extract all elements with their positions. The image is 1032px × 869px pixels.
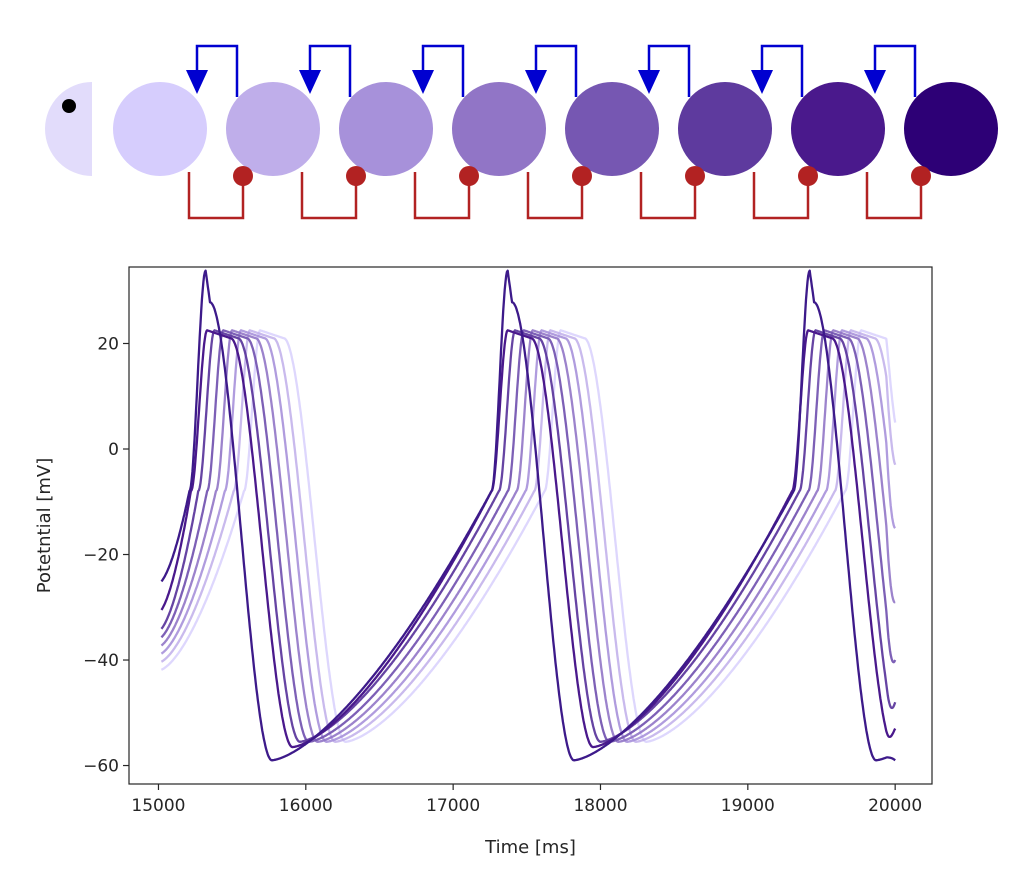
- y-tick-label: −20: [83, 546, 119, 566]
- membrane-potential-chart: 15000 16000 17000 18000 19000 20000 −60 −40 −20…: [34, 266, 933, 858]
- y-axis-ticks: −60 −40 −20 0 20: [83, 334, 129, 777]
- excitatory-link: [647, 44, 691, 97]
- arrowhead-icon: [864, 70, 886, 94]
- pacemaker-cell: [45, 82, 92, 176]
- cell-7: [791, 82, 885, 176]
- excitatory-link: [308, 44, 352, 97]
- connection-3: [412, 44, 479, 220]
- inhibitory-link: [752, 172, 810, 220]
- x-tick-label: 16000: [279, 796, 333, 816]
- trace-cell-7: [160, 329, 897, 749]
- synapse-dot-icon: [685, 166, 705, 186]
- synapse-dot-icon: [346, 166, 366, 186]
- trace-lines: [160, 269, 897, 762]
- connection-4: [525, 44, 592, 220]
- arrowhead-icon: [638, 70, 660, 94]
- connection-1: [186, 44, 253, 220]
- x-tick-label: 17000: [426, 796, 480, 816]
- arrowhead-icon: [186, 70, 208, 94]
- cell-chain-diagram: [45, 44, 998, 220]
- x-tick-label: 19000: [721, 796, 775, 816]
- inhibitory-link: [413, 172, 471, 220]
- synapse-dot-icon: [911, 166, 931, 186]
- inhibitory-link: [300, 172, 358, 220]
- inhibitory-link: [187, 172, 245, 220]
- arrowhead-icon: [751, 70, 773, 94]
- y-tick-label: −60: [83, 757, 119, 777]
- y-tick-label: 20: [97, 334, 119, 354]
- synapse-dot-icon: [233, 166, 253, 186]
- connection-6: [751, 44, 818, 220]
- arrowhead-icon: [525, 70, 547, 94]
- synapse-dot-icon: [798, 166, 818, 186]
- arrowhead-icon: [412, 70, 434, 94]
- pacemaker-marker: [62, 99, 76, 113]
- cell-1: [113, 82, 207, 176]
- excitatory-link: [421, 44, 465, 97]
- trace-cell-6: [160, 329, 897, 743]
- trace-cell-4: [160, 329, 896, 743]
- cell-3: [339, 82, 433, 176]
- x-tick-label: 18000: [573, 796, 627, 816]
- cell-8: [904, 82, 998, 176]
- x-axis-ticks: 15000 16000 17000 18000 19000 20000: [131, 784, 922, 816]
- trace-cell-2: [160, 329, 897, 743]
- excitatory-link: [873, 44, 917, 97]
- x-axis-label: Time [ms]: [484, 837, 576, 858]
- trace-cell-3: [160, 329, 897, 743]
- inhibitory-link: [639, 172, 697, 220]
- cell-6: [678, 82, 772, 176]
- cell-4: [452, 82, 546, 176]
- trace-cell-5: [160, 329, 897, 743]
- y-tick-label: 0: [108, 440, 119, 460]
- plot-frame: [128, 266, 933, 785]
- connection-5: [638, 44, 705, 220]
- cell-5: [565, 82, 659, 176]
- arrowhead-icon: [299, 70, 321, 94]
- synapse-dot-icon: [459, 166, 479, 186]
- connection-7: [864, 44, 931, 220]
- trace-cell-8: [160, 269, 896, 762]
- x-tick-label: 20000: [868, 796, 922, 816]
- excitatory-link: [195, 44, 239, 97]
- synapse-dot-icon: [572, 166, 592, 186]
- y-tick-label: −40: [83, 651, 119, 671]
- trace-cell-1: [160, 329, 897, 743]
- cell-2: [226, 82, 320, 176]
- x-tick-label: 15000: [131, 796, 185, 816]
- excitatory-link: [760, 44, 804, 97]
- connection-2: [299, 44, 366, 220]
- inhibitory-link: [526, 172, 584, 220]
- inhibitory-link: [865, 172, 923, 220]
- y-axis-label: Potetntial [mV]: [34, 458, 55, 594]
- excitatory-link: [534, 44, 578, 97]
